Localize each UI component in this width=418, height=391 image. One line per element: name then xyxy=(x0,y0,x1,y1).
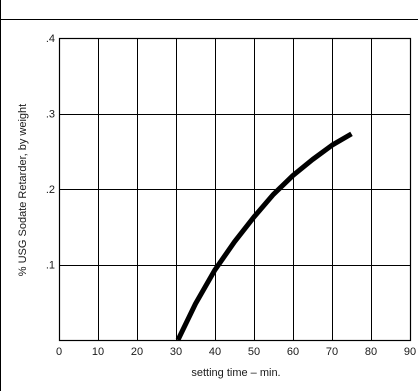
x-tick-label-2: 20 xyxy=(131,346,143,358)
y-tick-label-1: .2 xyxy=(46,184,55,196)
series-layer xyxy=(175,131,353,342)
x-tick-labels: 0 10 20 30 40 50 60 70 80 90 xyxy=(56,346,416,358)
plot-border xyxy=(58,37,412,342)
x-tick-label-8: 80 xyxy=(365,346,377,358)
y-tick-label-3: .4 xyxy=(46,33,55,45)
y-tick-label-0: .1 xyxy=(46,260,55,272)
x-tick-label-7: 70 xyxy=(326,346,338,358)
x-axis-label: setting time – min. xyxy=(191,367,280,379)
x-tick-label-1: 10 xyxy=(92,346,104,358)
x-tick-label-4: 40 xyxy=(209,346,221,358)
grid xyxy=(59,38,411,340)
y-tick-labels: .1 .2 .3 .4 xyxy=(46,33,55,272)
y-tick-label-2: .3 xyxy=(46,109,55,121)
plot-frame xyxy=(58,37,412,342)
x-tick-label-9: 90 xyxy=(404,346,416,358)
x-tick-label-5: 50 xyxy=(248,346,260,358)
y-axis-label: % USG Sodate Retarder, by weight xyxy=(17,104,29,276)
series-line-0 xyxy=(175,131,353,342)
x-tick-label-6: 60 xyxy=(287,346,299,358)
x-tick-label-3: 30 xyxy=(170,346,182,358)
x-tick-label-0: 0 xyxy=(56,346,62,358)
